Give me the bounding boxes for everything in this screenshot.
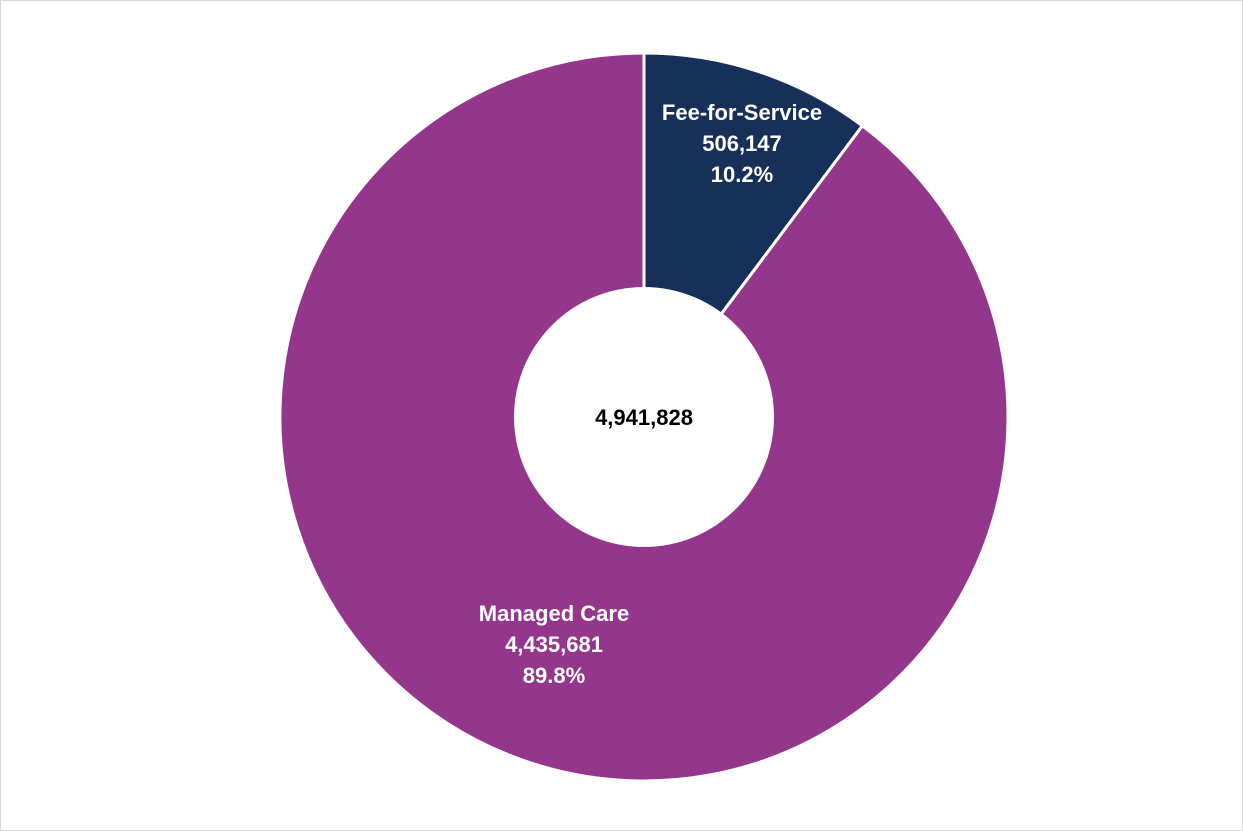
donut-hole (514, 287, 774, 547)
slice-label-value-managed-care: 4,435,681 (505, 632, 603, 657)
center-total-label: 4,941,828 (595, 405, 693, 430)
slice-label-percent-fee-for-service: 10.2% (711, 162, 773, 187)
slice-label-name-managed-care: Managed Care (479, 601, 629, 626)
slice-label-value-fee-for-service: 506,147 (702, 131, 782, 156)
slice-labels: Fee-for-Service 506,147 10.2% Managed Care 4… (479, 100, 822, 688)
slice-label-name-fee-for-service: Fee-for-Service (662, 100, 822, 125)
slice-label-percent-managed-care: 89.8% (523, 663, 585, 688)
